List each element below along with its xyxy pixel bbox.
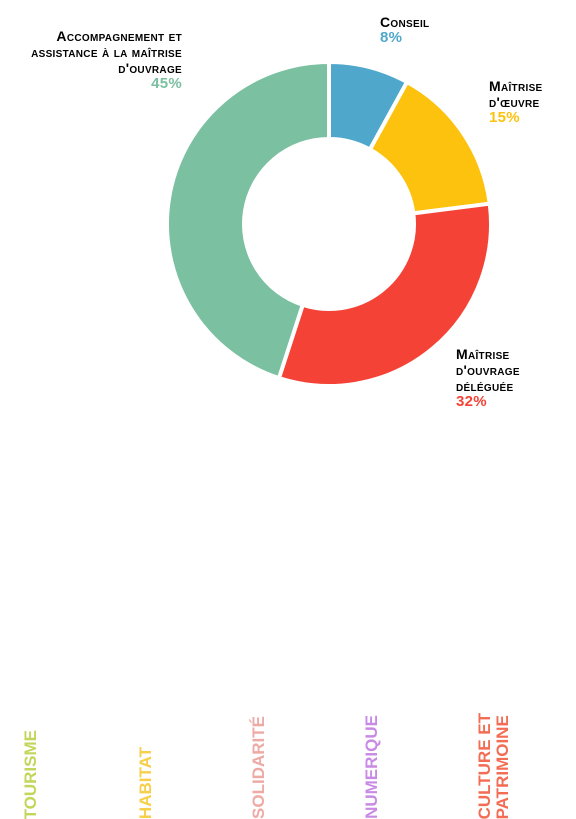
sector-culture-patrimoine: CULTURE ET PATRIMOINE [475,712,512,819]
slice-label-conseil: Conseil 8% [380,14,429,46]
slice-label-conseil-name: Conseil [380,14,430,30]
sector-row: TOURISME HABITAT SOLIDARITÉ NUMERIQUE CU… [0,600,576,819]
sector-solidarite: SOLIDARITÉ [249,716,268,819]
slice-label-maitrise-ouvrage-deleguee-name: Maîtrise d'ouvrage déléguée [456,346,520,394]
slice-label-accompagnement-name: Accompagnement et assistance à la maîtri… [31,28,182,76]
slice-label-maitrise-oeuvre-name: Maîtrise d'œuvre [489,78,543,110]
slice-label-maitrise-ouvrage-deleguee-percent: 32% [456,393,487,410]
slice-label-conseil-percent: 8% [380,29,403,46]
slice-label-maitrise-oeuvre-percent: 15% [489,109,520,126]
slice-label-accompagnement-percent: 45% [151,75,182,92]
donut-slice-2 [276,201,493,388]
donut-slice-3 [165,59,331,381]
donut-chart [165,59,493,388]
sector-habitat: HABITAT [136,746,155,819]
slice-label-maitrise-ouvrage-deleguee: Maîtrise d'ouvrage déléguée 32% [456,346,556,410]
sector-tourisme: TOURISME [21,729,40,819]
slice-label-maitrise-oeuvre: Maîtrise d'œuvre 15% [489,78,576,126]
slice-label-accompagnement: Accompagnement et assistance à la maîtri… [0,28,182,92]
sector-numerique: NUMERIQUE [362,715,381,819]
